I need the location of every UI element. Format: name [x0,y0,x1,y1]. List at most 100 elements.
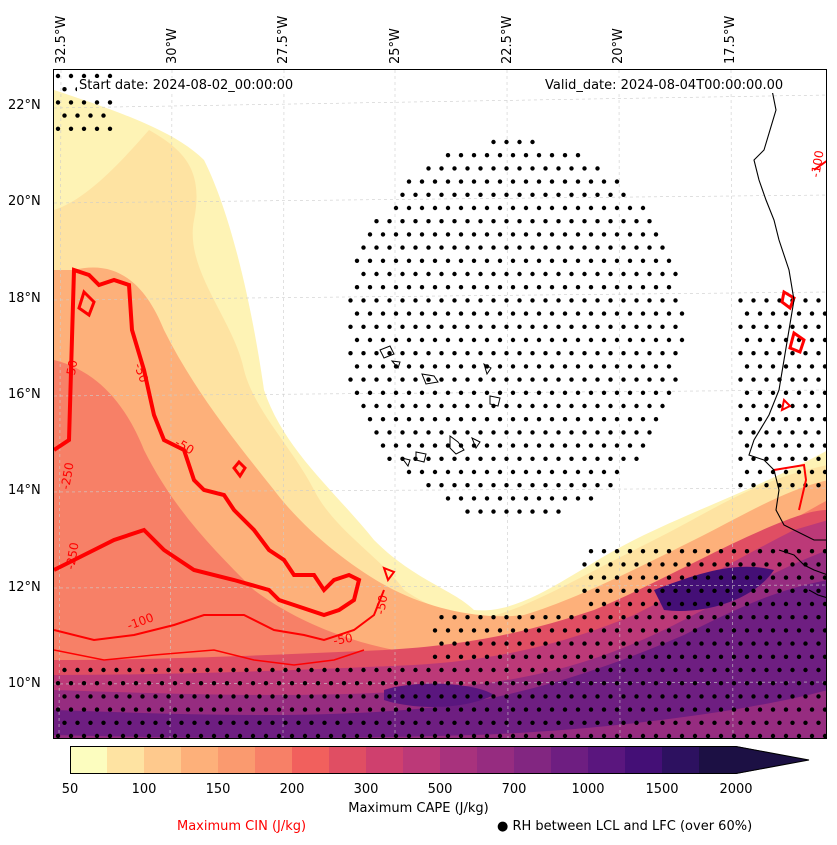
rh-dot [530,324,535,329]
rh-dot [471,205,477,211]
rh-dot [621,430,626,435]
rh-dot [751,377,756,382]
rh-dot [406,390,412,395]
rh-dot [764,298,769,303]
rh-dot [224,733,230,738]
rh-dot [439,456,444,461]
rh-dot [673,298,678,303]
rh-dot [770,601,776,607]
rh-dot [185,681,191,686]
rh-dot [250,733,256,738]
rh-dot [432,258,438,263]
rh-dot [484,681,490,686]
rh-dot [445,205,451,211]
rh-dot [471,179,477,184]
rh-dot [608,456,613,461]
rh-dot [367,681,373,686]
latitude-label: 18°N [8,291,41,306]
rh-dot [816,351,821,356]
rh-dot [530,456,535,461]
rh-dot [744,549,750,554]
colorbar-extend-arrow [736,746,809,774]
rh-dot [400,430,405,435]
longitude-label: 32.5°W [54,15,69,64]
rh-dot [517,720,522,725]
rh-dot [127,720,132,725]
rh-dot [465,641,470,646]
rh-dot [731,733,737,738]
rh-dot [406,258,412,263]
rh-dot [614,205,620,211]
rh-dot [822,390,826,395]
rh-dot [614,628,620,633]
rh-dot [738,377,743,382]
rh-dot [458,681,464,686]
rh-dot [783,601,789,607]
rh-dot [510,285,516,290]
rh-dot [497,496,503,501]
rh-dot [627,364,633,369]
rh-dot [783,390,789,395]
rh-dot [627,390,633,395]
rh-dot [374,219,379,224]
rh-dot [348,377,353,382]
rh-dot [419,707,425,712]
rh-dot [614,364,620,369]
rh-dot [588,258,594,263]
rh-dot [380,311,386,316]
rh-dot [413,377,418,382]
rh-dot [367,337,373,343]
rh-dot [120,733,126,738]
start-date-text: Start date: 2024-08-02_00:00:00 [77,78,296,93]
rh-dot [400,351,405,356]
rh-dot [627,601,633,607]
rh-dot [549,469,555,475]
map-panel[interactable]: -50 -50 -50 -100 -250 -250 -50 -50 -100 [53,69,827,739]
rh-dot [803,456,808,461]
rh-dot [185,733,191,738]
rh-dot [491,377,496,382]
rh-dot [536,681,542,686]
rh-dot [757,575,763,580]
rh-dot [354,681,360,686]
rh-dot [361,271,366,277]
rh-dot [621,324,626,329]
rh-dot [562,443,568,448]
rh-dot [504,483,509,488]
rh-dot [536,628,542,633]
rh-dot [660,298,665,303]
rh-dot [588,417,594,422]
rh-dot [634,298,639,303]
rh-dot [647,403,652,409]
rh-dot [803,377,808,382]
rh-dot [504,219,509,224]
rh-dot [666,628,672,633]
rh-dot [81,681,87,686]
rh-dot [738,667,743,673]
rh-dot [484,707,490,712]
rh-dot [627,285,633,290]
colorbar-segment [625,746,663,774]
colorbar-tick-label: 1000 [571,782,605,797]
rh-dot [582,641,587,646]
rh-dot [465,483,470,488]
rh-dot [692,654,698,659]
rh-dot [588,601,594,607]
rh-dot [367,311,373,316]
rh-dot [588,654,594,659]
rh-dot [471,681,477,686]
rh-dot [452,667,457,673]
coastline [748,89,826,598]
rh-dot [666,681,672,686]
rh-dot [289,733,295,738]
rh-dot [614,707,620,712]
rh-dot [296,720,301,725]
rh-dot [68,73,74,79]
rh-dot [640,575,646,580]
rh-dot [809,549,815,554]
rh-dot [517,430,522,435]
rh-dot [439,324,444,329]
rh-dot [816,324,821,329]
rh-dot [419,285,425,290]
rh-dot [530,509,535,514]
